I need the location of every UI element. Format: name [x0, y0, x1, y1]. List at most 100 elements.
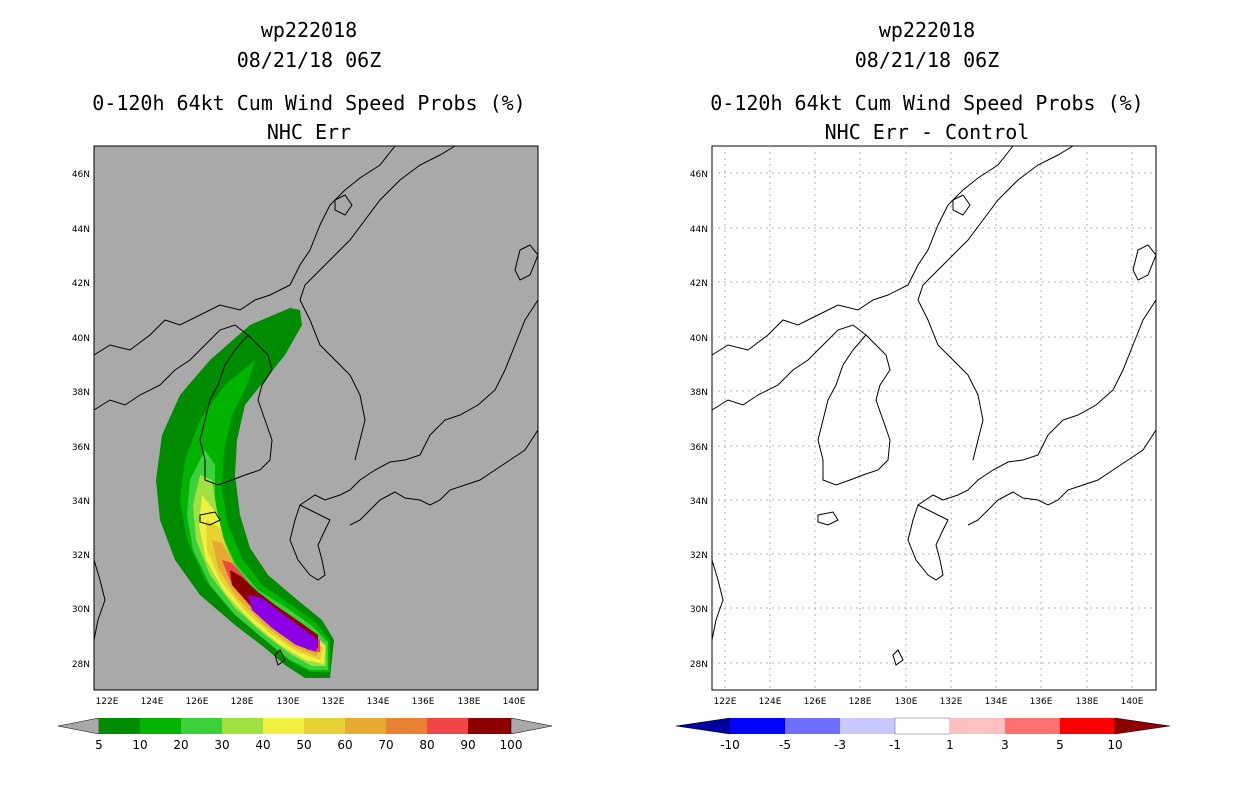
colorbar-label: -10 [720, 738, 740, 752]
colorbar-label: 5 [95, 738, 103, 752]
lat-tick: 30N [72, 605, 90, 615]
colorbar-swatch [345, 718, 386, 734]
prob-90 [248, 595, 318, 652]
colorbar-swatch [263, 718, 304, 734]
colorbar-end-low [57, 717, 100, 735]
colorbar-swatch [99, 718, 140, 734]
map-frame [93, 145, 539, 691]
lat-tick: 46N [72, 170, 90, 180]
lon-tick: 140E [503, 697, 526, 707]
colorbar-swatch [785, 718, 840, 734]
lat-tick: 40N [690, 334, 708, 344]
left-panel: wp222018 08/21/18 06Z 0-120h 64kt Cum Wi… [57, 18, 553, 752]
lon-tick: 124E [141, 697, 164, 707]
lat-tick: 46N [690, 170, 708, 180]
lat-tick: 38N [690, 388, 708, 398]
colorbar-label: 10 [132, 738, 147, 752]
colorbar: 5 10 20 30 40 50 60 70 80 90 100 [57, 717, 553, 752]
lat-ticks: 28N 30N 32N 34N 36N 38N 40N 42N 44N 46N [690, 170, 708, 670]
colorbar-end-high [1114, 717, 1171, 735]
colorbar-swatch [950, 718, 1005, 734]
subtitle: NHC Err [266, 120, 352, 144]
colorbar-swatch [427, 718, 468, 734]
lon-tick: 128E [849, 697, 872, 707]
right-panel: wp222018 08/21/18 06Z 0-120h 64kt Cum Wi… [618, 0, 1236, 800]
lon-tick: 126E [804, 697, 827, 707]
lat-tick: 44N [690, 225, 708, 235]
lon-tick: 122E [714, 697, 737, 707]
lat-tick: 42N [72, 279, 90, 289]
colorbar-end-low [675, 717, 731, 735]
datetime: 08/21/18 06Z [854, 48, 1000, 72]
colorbar-swatch [468, 718, 511, 734]
colorbar-label: 3 [1001, 738, 1009, 752]
lat-tick: 34N [72, 497, 90, 507]
lat-tick: 28N [72, 660, 90, 670]
lat-tick: 36N [690, 443, 708, 453]
colorbar-label: 30 [214, 738, 229, 752]
colorbar-label: 5 [1056, 738, 1064, 752]
colorbar-swatch [222, 718, 263, 734]
lat-tick: 32N [690, 551, 708, 561]
probability-swath [156, 308, 334, 678]
colorbar-label: 40 [255, 738, 270, 752]
colorbar-label: 80 [419, 738, 434, 752]
colorbar-label: 90 [460, 738, 475, 752]
colorbar-label: -1 [889, 738, 901, 752]
map-frame [711, 145, 1157, 691]
colorbar-label: 100 [500, 738, 523, 752]
colorbar: -10 -5 -3 -1 1 3 5 10 [675, 717, 1171, 752]
colorbar-label: 50 [296, 738, 311, 752]
colorbar-label: 60 [337, 738, 352, 752]
left-map-svg: 122E 124E 126E 128E 130E 132E 134E 136E … [57, 145, 553, 752]
lat-tick: 28N [690, 660, 708, 670]
coastlines [93, 145, 539, 666]
subtitle: NHC Err - Control [824, 120, 1030, 144]
colorbar-swatch [1060, 718, 1115, 734]
lon-ticks: 122E 124E 126E 128E 130E 132E 134E 136E … [96, 697, 526, 707]
colorbar-label: 70 [378, 738, 393, 752]
right-map-svg: 122E 124E 126E 128E 130E 132E 134E 136E … [675, 145, 1171, 752]
colorbar-swatch [1005, 718, 1060, 734]
lon-tick: 138E [1076, 697, 1099, 707]
gridlines [712, 146, 1156, 690]
colorbar-label: -5 [779, 738, 791, 752]
colorbar-end-high [510, 717, 553, 735]
colorbar-label: 10 [1107, 738, 1122, 752]
product-title: 0-120h 64kt Cum Wind Speed Probs (%) [710, 91, 1144, 115]
lat-tick: 32N [72, 551, 90, 561]
lon-tick: 130E [895, 697, 918, 707]
lon-tick: 132E [940, 697, 963, 707]
colorbar-swatch [181, 718, 222, 734]
coastlines [711, 145, 1157, 666]
lat-tick: 38N [72, 388, 90, 398]
lat-tick: 42N [690, 279, 708, 289]
colorbar-label: 1 [946, 738, 954, 752]
lon-tick: 124E [759, 697, 782, 707]
prob-20 [187, 450, 328, 670]
lon-tick: 138E [458, 697, 481, 707]
lon-tick: 130E [277, 697, 300, 707]
lon-ticks: 122E 124E 126E 128E 130E 132E 134E 136E … [714, 697, 1144, 707]
colorbar-swatch [304, 718, 345, 734]
lon-tick: 128E [231, 697, 254, 707]
lon-tick: 136E [1030, 697, 1053, 707]
colorbar-label: 20 [173, 738, 188, 752]
colorbar-label: -3 [834, 738, 846, 752]
lat-tick: 36N [72, 443, 90, 453]
storm-id: wp222018 [878, 18, 976, 42]
lat-tick: 40N [72, 334, 90, 344]
lat-ticks: 28N 30N 32N 34N 36N 38N 40N 42N 44N 46N [72, 170, 90, 670]
lon-tick: 132E [322, 697, 345, 707]
colorbar-swatch [894, 717, 951, 735]
lon-tick: 122E [96, 697, 119, 707]
colorbar-swatch [386, 718, 427, 734]
product-title: 0-120h 64kt Cum Wind Speed Probs (%) [92, 91, 526, 115]
storm-id: wp222018 [260, 18, 358, 42]
lon-tick: 134E [367, 697, 390, 707]
datetime: 08/21/18 06Z [236, 48, 382, 72]
colorbar-swatch [140, 718, 181, 734]
lat-tick: 30N [690, 605, 708, 615]
colorbar-swatch [730, 718, 785, 734]
lon-tick: 140E [1121, 697, 1144, 707]
